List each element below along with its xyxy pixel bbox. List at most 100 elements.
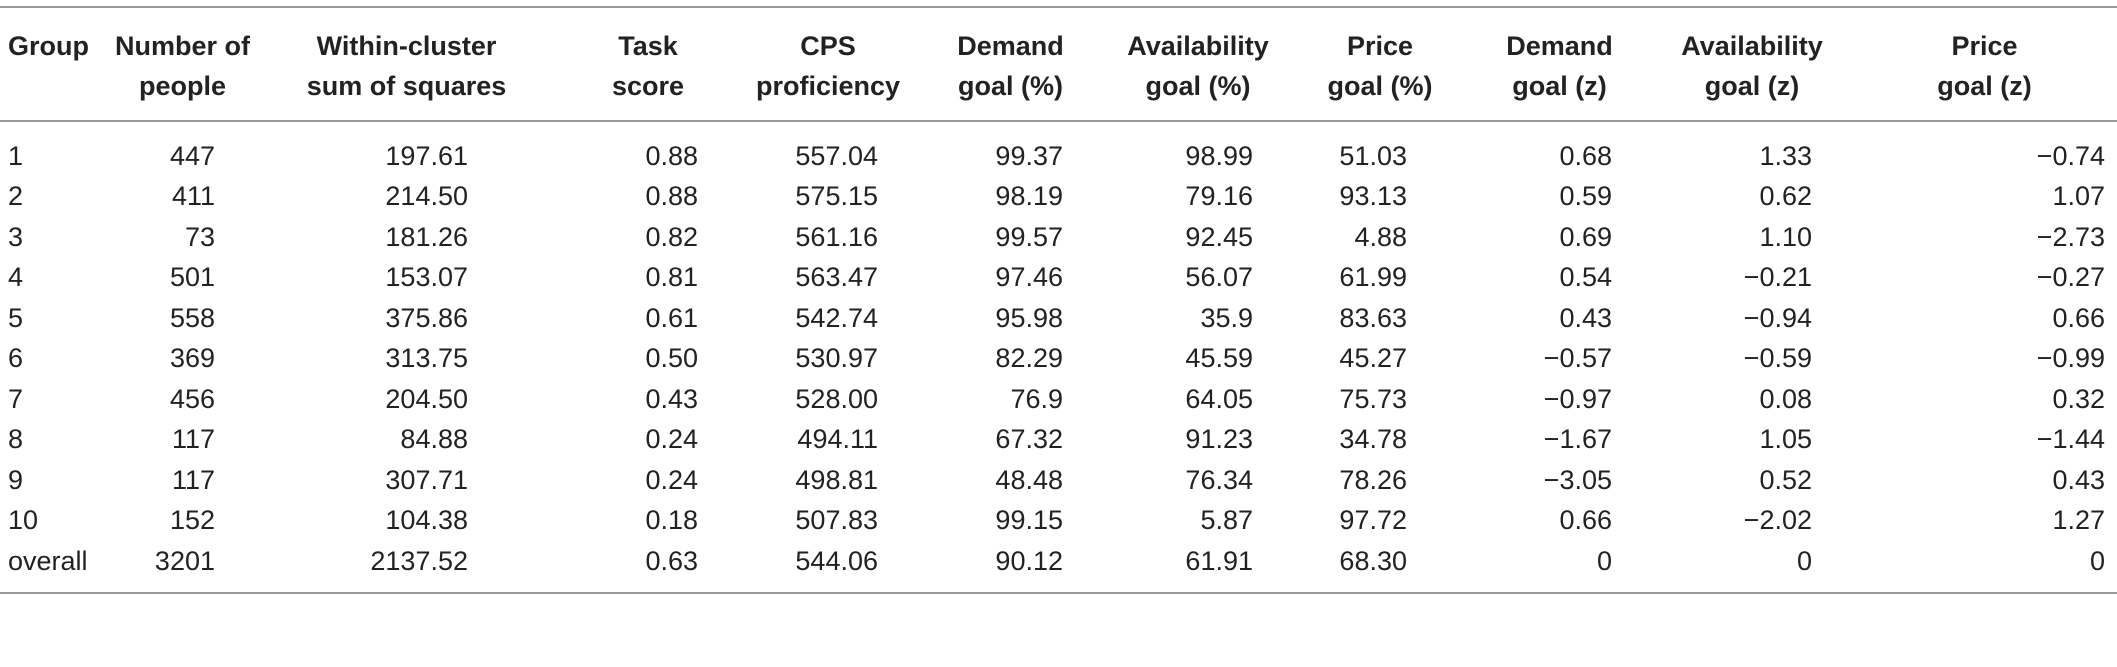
table-cell: 411 <box>171 181 215 212</box>
table-cell: 0.69 <box>1559 221 1612 252</box>
table-cell: 214.50 <box>385 181 468 212</box>
table-cell: −0.99 <box>2036 343 2105 374</box>
table-cell: 0.08 <box>1759 383 1812 414</box>
table-cell: −1.44 <box>2036 424 2105 455</box>
table-cell: 9 <box>8 464 24 495</box>
table-cell: 0.24 <box>645 464 698 495</box>
table-cell: 0 <box>1796 545 1812 576</box>
table-cell: 498.81 <box>795 464 878 495</box>
table-cell: 10 <box>8 505 39 536</box>
column-header: Demand goal (%) <box>918 7 1103 121</box>
table-row: 8 117 84.88 0.24 494.11 67.32 91.23 34.78 −1.67 1… <box>0 420 2117 461</box>
table-cell: 61.91 <box>1185 545 1253 576</box>
table-cell: −3.05 <box>1543 464 1612 495</box>
table-cell: 197.61 <box>385 140 468 171</box>
table-cell: 152 <box>169 505 215 536</box>
table-cell: 447 <box>169 140 215 171</box>
table-cell: 0.18 <box>645 505 698 536</box>
table-cell: 181.26 <box>385 221 468 252</box>
table-row: 6 369 313.75 0.50 530.97 82.29 45.59 45.27 −0.57… <box>0 339 2117 380</box>
table-cell: −0.27 <box>2036 262 2105 293</box>
table-cell: 79.16 <box>1185 181 1253 212</box>
table-cell: 563.47 <box>795 262 878 293</box>
table-cell: 575.15 <box>795 181 878 212</box>
table-cell: 528.00 <box>795 383 878 414</box>
table-cell: 75.73 <box>1339 383 1407 414</box>
table-cell: 98.99 <box>1185 140 1253 171</box>
table-cell: −0.74 <box>2036 140 2105 171</box>
table-cell: 0.66 <box>2052 302 2105 333</box>
table-cell: 1.10 <box>1759 221 1812 252</box>
table-cell: 76.34 <box>1185 464 1253 495</box>
table-cell: 84.88 <box>400 424 468 455</box>
column-header: Price goal (z) <box>1852 7 2117 121</box>
column-header-line: goal (z) <box>1937 71 2032 101</box>
table-cell: −0.59 <box>1743 343 1812 374</box>
table-row: 10 152 104.38 0.18 507.83 99.15 5.87 97.72 0.66 −… <box>0 501 2117 542</box>
table-cell: 48.48 <box>995 464 1063 495</box>
column-header-line: sum of squares <box>306 71 507 101</box>
cluster-statistics-table: Group Number of people Within-cluster sum of… <box>0 6 2117 594</box>
table-cell: 542.74 <box>795 302 878 333</box>
table-cell: 0.63 <box>645 545 698 576</box>
column-header-line: goal (z) <box>1512 71 1607 101</box>
table-cell: 0.43 <box>2052 464 2105 495</box>
column-header: Group <box>0 7 110 121</box>
table-cell: 0.82 <box>645 221 698 252</box>
table-cell: −1.67 <box>1543 424 1612 455</box>
table-cell: 507.83 <box>795 505 878 536</box>
table-cell: 204.50 <box>385 383 468 414</box>
table-cell: 82.29 <box>995 343 1063 374</box>
header-row: Group Number of people Within-cluster sum of… <box>0 7 2117 121</box>
column-header-line: Demand <box>1506 31 1613 61</box>
table-cell: 0.81 <box>645 262 698 293</box>
table-cell: 558 <box>169 302 215 333</box>
table-cell: 0.43 <box>645 383 698 414</box>
column-header-line: people <box>138 71 226 101</box>
column-header-line: Within-cluster <box>316 31 497 61</box>
table-header: Group Number of people Within-cluster sum of… <box>0 7 2117 121</box>
table-row: 7 456 204.50 0.43 528.00 76.9 64.05 75.73 −0.97 0… <box>0 379 2117 420</box>
table-cell: 97.46 <box>995 262 1063 293</box>
table-row: 1 447 197.61 0.88 557.04 99.37 98.99 51.03 0.68 1… <box>0 121 2117 177</box>
table-body: 1 447 197.61 0.88 557.04 99.37 98.99 51.03 0.68 1… <box>0 121 2117 593</box>
table-cell: 34.78 <box>1339 424 1407 455</box>
table-cell: 530.97 <box>795 343 878 374</box>
table-cell: 0.24 <box>645 424 698 455</box>
table-cell: 67.32 <box>995 424 1063 455</box>
table-cell: 99.57 <box>995 221 1063 252</box>
table-cell: 0.43 <box>1559 302 1612 333</box>
table-cell: 97.72 <box>1339 505 1407 536</box>
column-header-line: Availability <box>1127 31 1269 61</box>
table-cell: 0.54 <box>1559 262 1612 293</box>
table-cell: 557.04 <box>795 140 878 171</box>
table-cell: 91.23 <box>1185 424 1253 455</box>
table-cell: 0.66 <box>1559 505 1612 536</box>
column-header-line: Demand <box>957 31 1064 61</box>
table-cell: 7 <box>8 383 24 414</box>
column-header: Within-cluster sum of squares <box>255 7 558 121</box>
table-cell: 0.59 <box>1559 181 1612 212</box>
table-cell: 153.07 <box>385 262 468 293</box>
table-row: 2 411 214.50 0.88 575.15 98.19 79.16 93.13 0.59 0… <box>0 177 2117 218</box>
table-cell: 1.07 <box>2052 181 2105 212</box>
table-cell: 0.88 <box>645 181 698 212</box>
table-cell: 8 <box>8 424 24 455</box>
column-header: Availability goal (z) <box>1652 7 1852 121</box>
table-cell: 4 <box>8 262 24 293</box>
column-header-line: goal (z) <box>1704 71 1800 101</box>
table-cell: 35.9 <box>1200 302 1253 333</box>
column-header: Price goal (%) <box>1293 7 1467 121</box>
table-cell: 2137.52 <box>370 545 468 576</box>
table-cell: 104.38 <box>385 505 468 536</box>
table-cell: 5 <box>8 302 24 333</box>
table-cell: 4.88 <box>1354 221 1407 252</box>
table-cell: 51.03 <box>1339 140 1407 171</box>
column-header: Task score <box>558 7 738 121</box>
column-header-line: Group <box>8 31 89 61</box>
table-cell: 0.61 <box>645 302 698 333</box>
table-cell: 0.88 <box>645 140 698 171</box>
table-cell: 45.59 <box>1185 343 1253 374</box>
table-cell: 494.11 <box>797 424 878 455</box>
table-cell: 6 <box>8 343 24 374</box>
